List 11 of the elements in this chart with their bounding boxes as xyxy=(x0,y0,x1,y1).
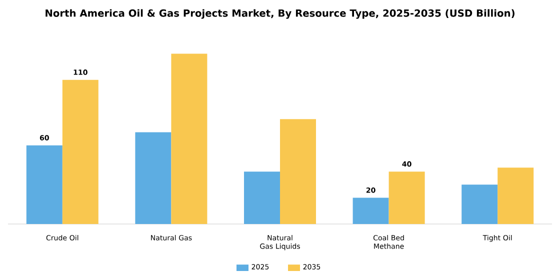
bar xyxy=(135,132,172,224)
bar xyxy=(280,119,316,224)
bar xyxy=(352,198,389,224)
chart-title: North America Oil & Gas Projects Market, By Resource Type, 2025-2035 (USD Billion) xyxy=(46,9,514,19)
bar xyxy=(62,80,98,224)
bar xyxy=(171,54,208,224)
bar xyxy=(244,172,280,224)
bar xyxy=(388,172,425,224)
bar xyxy=(26,145,62,224)
bar xyxy=(462,184,498,224)
bar xyxy=(498,168,534,224)
